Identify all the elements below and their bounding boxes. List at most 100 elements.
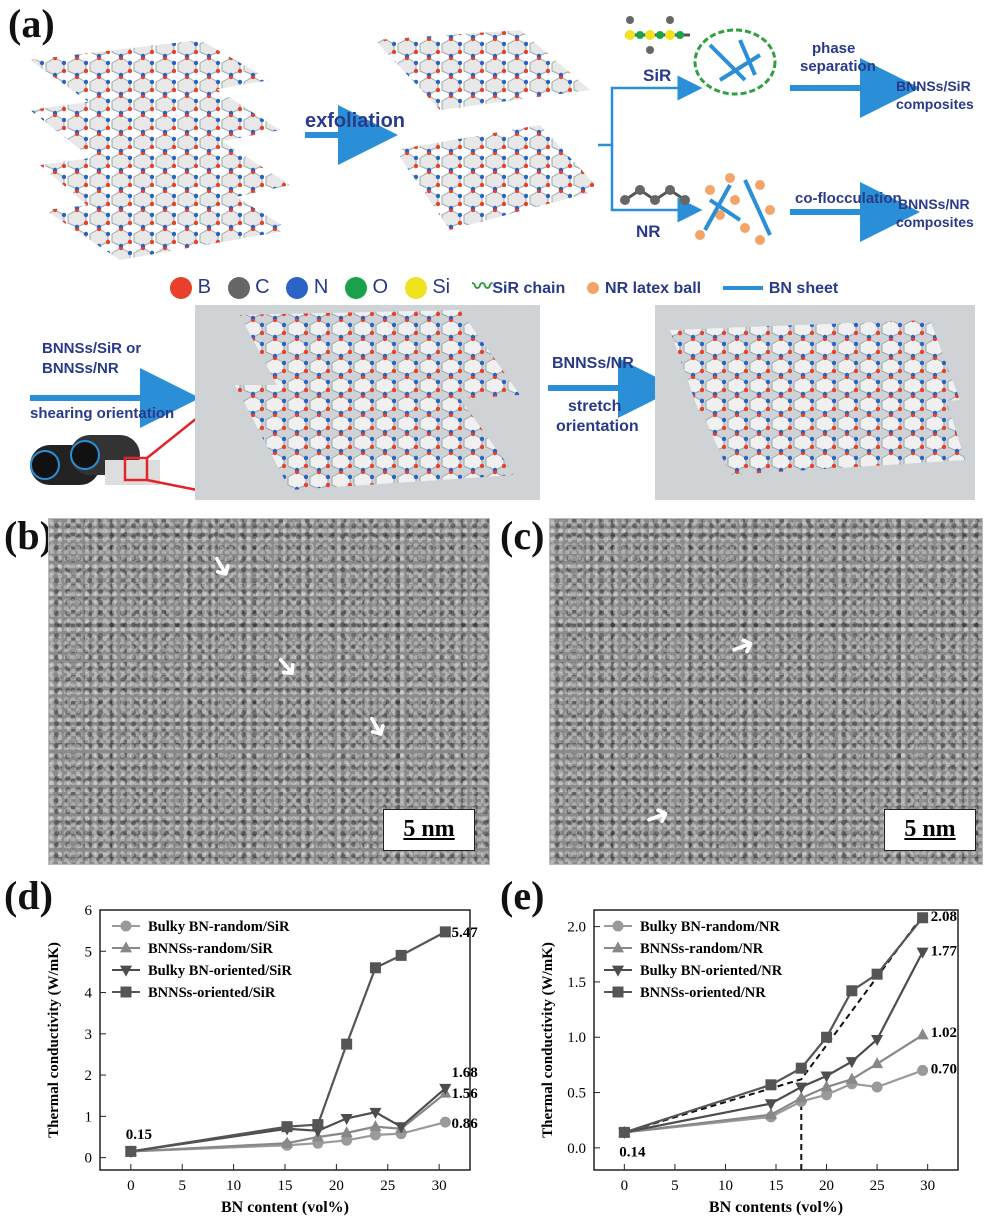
data-label: 2.08 <box>931 909 957 925</box>
data-point <box>340 1114 353 1126</box>
data-label: 1.56 <box>452 1086 479 1102</box>
data-point <box>871 1035 884 1047</box>
schematic-orientation-svg <box>30 305 975 500</box>
data-point <box>795 1082 808 1094</box>
sir-composites-label-2: composites <box>896 96 974 112</box>
legend-marker <box>119 941 133 953</box>
co-flocculation-label: co-flocculation <box>795 190 902 207</box>
x-tick-label: 0 <box>127 1178 135 1194</box>
exfoliated-sheet-1 <box>375 30 590 110</box>
data-point <box>916 947 929 959</box>
y-axis-label: Thermal conductivity (W/mK) <box>540 942 556 1138</box>
x-tick-label: 5 <box>671 1178 679 1194</box>
legend-N-label: N <box>313 276 329 298</box>
x-tick-label: 20 <box>329 1178 344 1194</box>
data-point <box>395 1122 408 1134</box>
x-tick-label: 15 <box>278 1178 293 1194</box>
data-point <box>764 1099 777 1111</box>
legend-marker <box>612 920 624 932</box>
x-tick-label: 20 <box>819 1178 834 1194</box>
x-tick-label: 10 <box>226 1178 241 1194</box>
data-label: 1.77 <box>931 943 958 959</box>
legend-N-dot <box>286 276 309 299</box>
tem-image-b: ➜ ➜ ➜ 5 nm <box>48 518 490 865</box>
data-label: 0.70 <box>931 1062 957 1078</box>
roller-icon <box>30 417 198 492</box>
data-point <box>281 1121 293 1133</box>
data-point <box>821 1089 833 1101</box>
arrow-marker-5: ➜ <box>640 796 676 837</box>
data-point <box>871 968 883 980</box>
data-point <box>369 1107 382 1119</box>
legend-B-dot <box>170 276 192 299</box>
exfoliated-sheet-2 <box>395 125 600 230</box>
data-point <box>846 985 858 997</box>
y-tick-label: 1.5 <box>567 975 586 991</box>
data-point <box>916 1028 929 1040</box>
sir-composites-label-1: BNNSs/SiR <box>896 78 971 94</box>
legend-Si-dot <box>404 276 427 299</box>
data-point <box>439 1083 452 1095</box>
panel-label-d: (d) <box>4 873 53 918</box>
data-label: 1.68 <box>452 1065 478 1081</box>
legend-marker <box>611 965 625 977</box>
data-point <box>795 1091 808 1103</box>
legend-Si-label: Si <box>432 276 451 298</box>
arrow-marker-2: ➜ <box>265 646 308 687</box>
x-tick-label: 25 <box>380 1178 395 1194</box>
chart-e: 0 5 10 15 20 25 30 0.0 0.5 1.0 1.5 2.0 BN contents (… <box>540 909 959 1216</box>
data-point <box>820 1080 833 1092</box>
legend-label: Bulky BN-oriented/SiR <box>148 963 292 979</box>
y-tick-label: 2 <box>85 1068 93 1084</box>
sir-molecule <box>625 16 690 54</box>
x-tick-label: 25 <box>870 1178 885 1194</box>
data-point <box>917 1064 929 1076</box>
x-axis-label: BN content (vol%) <box>221 1199 349 1216</box>
x-tick-label: 15 <box>769 1178 784 1194</box>
data-point <box>369 1120 382 1132</box>
data-point <box>871 1057 884 1069</box>
legend-B-label: B <box>197 276 211 298</box>
legend-label: BNNSs-random/NR <box>640 941 764 957</box>
legend-marker <box>120 986 132 998</box>
phase-label-2: separation <box>800 58 876 75</box>
nr-composites-label-1: BNNSs/NR <box>898 196 970 212</box>
schematic-top-svg <box>30 16 920 260</box>
scale-text-b: 5 nm <box>403 816 455 842</box>
legend-C-dot <box>227 276 250 299</box>
data-point <box>820 1071 833 1083</box>
sir-chain-icon: 〰 <box>472 276 493 298</box>
legend-O-dot <box>344 276 367 299</box>
data-point <box>369 1129 381 1141</box>
panel-label-a: (a) <box>8 1 55 46</box>
stretch-label-1: BNNSs/NR <box>552 355 634 372</box>
x-axis-label: BN contents (vol%) <box>709 1199 843 1216</box>
bulk-sheet-2 <box>30 85 280 165</box>
data-point <box>439 1116 451 1128</box>
data-label: 0.15 <box>126 1127 152 1143</box>
data-point <box>312 1119 324 1131</box>
stretch-label-3: orientation <box>556 418 639 435</box>
nr-label: NR <box>636 222 661 241</box>
atom-legend: B C N O Si 〰SiR chain NR latex ball BN s… <box>170 270 930 300</box>
shear-label-1: BNNSs/SiR or <box>42 340 142 357</box>
data-point <box>871 1081 883 1093</box>
data-point <box>845 1057 858 1069</box>
y-tick-label: 2.0 <box>567 920 586 936</box>
legend-label: Bulky BN-random/SiR <box>148 919 290 935</box>
sir-chain-blob <box>693 28 777 96</box>
panel-label-c: (c) <box>500 513 545 558</box>
data-point <box>764 1108 777 1120</box>
legend-marker <box>612 986 624 998</box>
legend-label: BNNSs-oriented/SiR <box>148 985 276 1001</box>
data-point <box>795 1062 807 1074</box>
y-tick-label: 3 <box>85 1027 93 1043</box>
x-tick-label: 5 <box>178 1178 186 1194</box>
data-point <box>395 949 407 961</box>
scale-text-c: 5 nm <box>904 816 956 842</box>
chart-d: 0 5 10 15 20 25 30 0 1 2 3 4 5 6 BN content (vol%) Ther… <box>46 903 479 1216</box>
y-tick-label: 5 <box>85 944 93 960</box>
scale-bar-b: 5 nm <box>383 809 475 851</box>
data-point <box>439 926 451 938</box>
data-point <box>341 1038 353 1050</box>
